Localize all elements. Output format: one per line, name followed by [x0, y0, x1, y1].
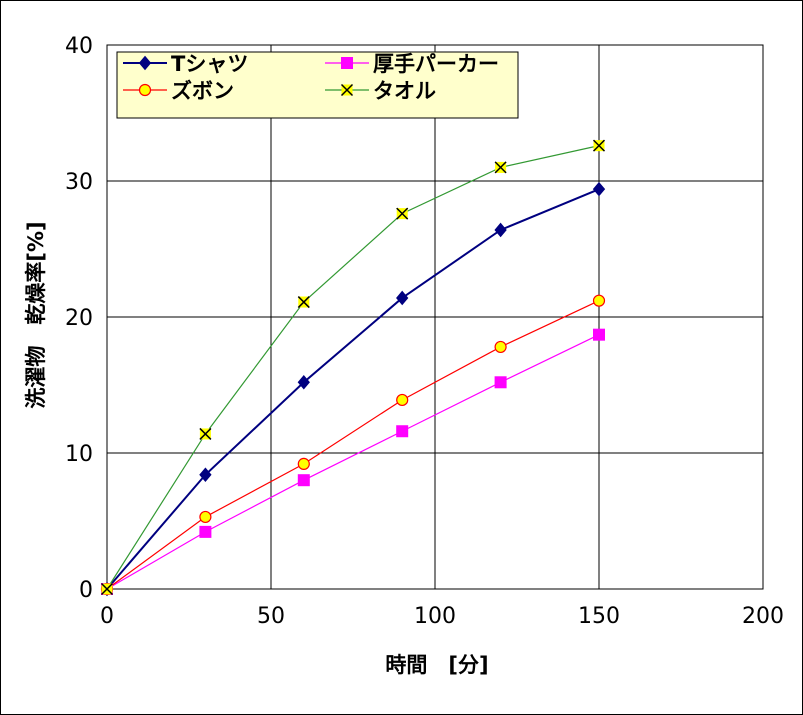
marker-cross: [100, 582, 114, 596]
x-axis-title: 時間 [分]: [385, 653, 488, 677]
legend-box: [116, 51, 519, 119]
legend-label: 厚手パーカー: [373, 52, 499, 76]
y-tick-label: 10: [65, 442, 93, 467]
data-point: [396, 207, 409, 220]
data-point: [199, 510, 212, 524]
data-point: [592, 139, 606, 152]
data-point: [494, 340, 507, 354]
marker-cross: [297, 296, 310, 309]
data-point: [494, 376, 507, 389]
data-point: [297, 457, 310, 470]
y-tick-label: 40: [65, 34, 93, 59]
x-tick-label: 100: [414, 604, 456, 629]
x-tick-label: 50: [257, 604, 285, 629]
legend-marker: [340, 83, 354, 97]
data-point: [396, 290, 409, 306]
legend-label: ズボン: [171, 79, 234, 103]
data-point: [100, 582, 114, 596]
legend-item: 厚手パーカー: [325, 52, 499, 76]
legend-item: ズボン: [123, 79, 234, 103]
data-point: [396, 425, 409, 438]
y-axis-title: 洗濯物 乾燥率[%]: [24, 221, 48, 408]
legend-label: タオル: [373, 79, 436, 103]
data-point: [297, 474, 310, 487]
data-point: [592, 294, 606, 307]
marker-cross: [199, 427, 212, 440]
data-point: [297, 375, 310, 390]
legend-item: Tシャツ: [123, 52, 248, 76]
legend-marker: [138, 55, 152, 71]
series-line: [106, 145, 600, 590]
data-point: [297, 296, 310, 309]
marker-cross: [592, 139, 606, 152]
marker-cross: [340, 83, 354, 97]
tick-labels: 0 10 20 30 40 0 50 100 150 200: [65, 34, 784, 629]
x-tick-label: 200: [742, 604, 784, 629]
legend-marker: [341, 57, 353, 69]
grid-lines: [106, 44, 764, 590]
data-point: [396, 393, 409, 407]
x-tick-label: 150: [578, 604, 620, 629]
series-line: [106, 188, 600, 590]
marker-cross: [396, 207, 409, 220]
series-1: [100, 181, 606, 597]
series-line: [106, 300, 600, 590]
y-tick-label: 30: [65, 170, 93, 195]
legend-marker: [138, 83, 152, 97]
x-tick-label: 0: [100, 604, 114, 629]
data-point: [199, 525, 212, 538]
data-point: [494, 222, 507, 238]
y-tick-label: 20: [65, 306, 93, 331]
series-line: [106, 334, 600, 590]
marker-cross: [494, 161, 507, 174]
legend-item: タオル: [325, 79, 436, 103]
data-point: [199, 427, 212, 440]
data-point: [593, 328, 605, 341]
series-layer: [100, 139, 606, 597]
legend-label: Tシャツ: [171, 52, 248, 76]
data-point: [494, 161, 507, 174]
series-4: [100, 139, 606, 596]
data-point: [592, 181, 606, 197]
data-point: [199, 467, 212, 483]
y-tick-label: 0: [79, 578, 93, 603]
